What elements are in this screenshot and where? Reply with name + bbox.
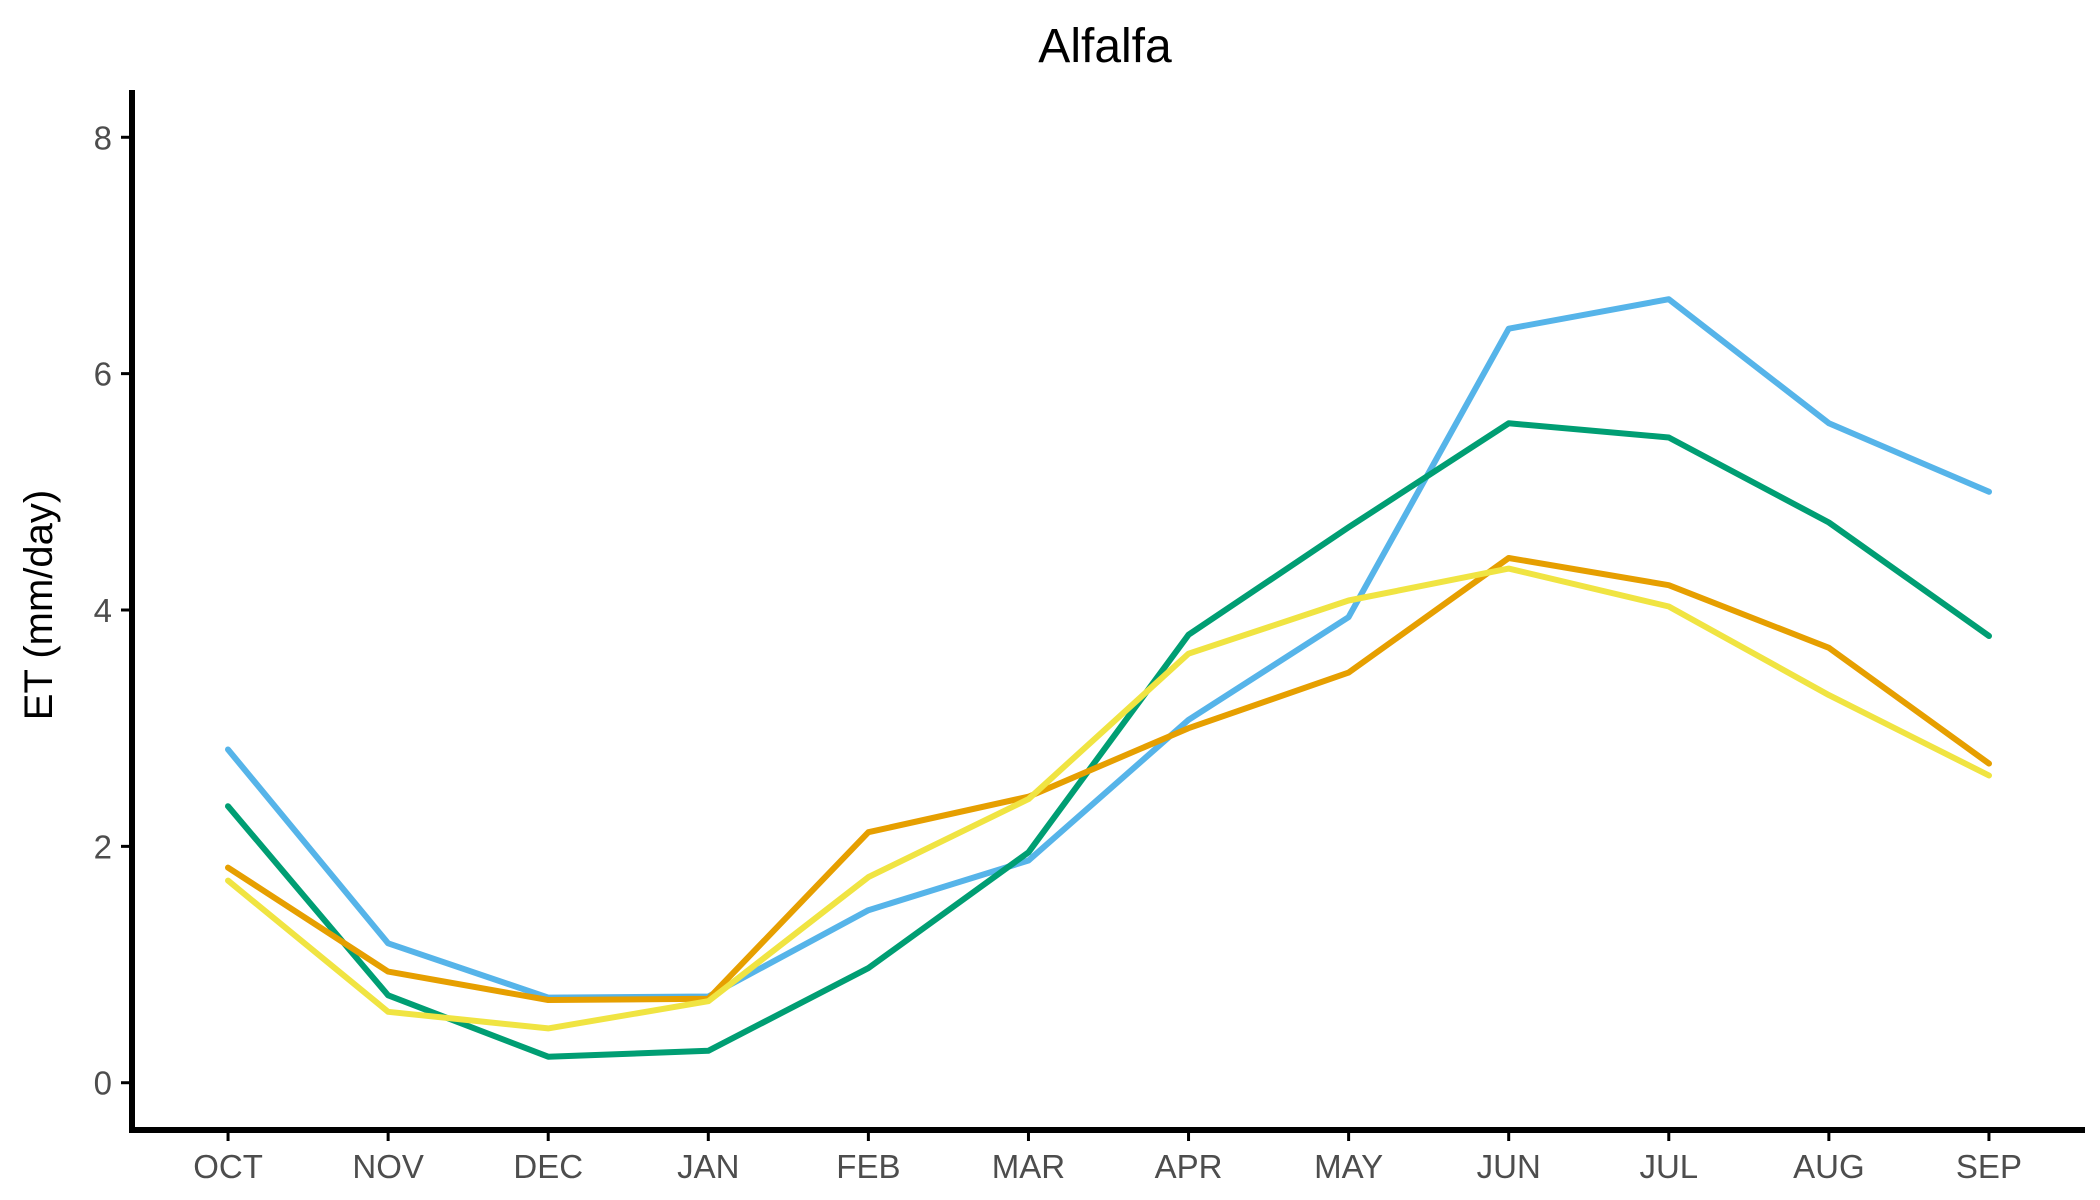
y-tick-label: 0 <box>94 1065 112 1102</box>
x-tick-label: SEP <box>1956 1148 2022 1185</box>
series-layer <box>225 296 1992 1060</box>
x-tick-label: JUN <box>1477 1148 1541 1185</box>
x-tick-label: JUL <box>1639 1148 1698 1185</box>
x-tick-label: JAN <box>677 1148 739 1185</box>
x-tick-label: APR <box>1155 1148 1223 1185</box>
x-axis-ticks: OCT NOV DEC JAN FEB MAR APR MAY JUN JUL AUG SEP <box>193 1130 2022 1185</box>
y-axis-label: ET (mm/day) <box>17 490 61 720</box>
chart-title: Alfalfa <box>1038 20 1172 73</box>
y-tick-label: 8 <box>94 119 112 156</box>
series-line <box>225 420 1992 1060</box>
y-tick-label: 4 <box>94 592 112 629</box>
x-tick-label: AUG <box>1793 1148 1865 1185</box>
series-line <box>225 565 1992 1032</box>
x-tick-label: NOV <box>352 1148 424 1185</box>
x-tick-label: OCT <box>193 1148 263 1185</box>
x-tick-label: MAR <box>992 1148 1065 1185</box>
series-line <box>225 555 1992 1003</box>
y-tick-label: 6 <box>94 356 112 393</box>
series-line <box>225 296 1992 1001</box>
y-axis-ticks: 0 2 4 6 8 <box>94 119 132 1102</box>
x-tick-label: DEC <box>513 1148 583 1185</box>
plot-area: 0 2 4 6 8 OCT NOV DEC JAN FEB MAR APR MAY JUN JUL AUG S… <box>94 90 2085 1185</box>
x-tick-label: MAY <box>1314 1148 1383 1185</box>
x-tick-label: FEB <box>836 1148 900 1185</box>
y-tick-label: 2 <box>94 828 112 865</box>
